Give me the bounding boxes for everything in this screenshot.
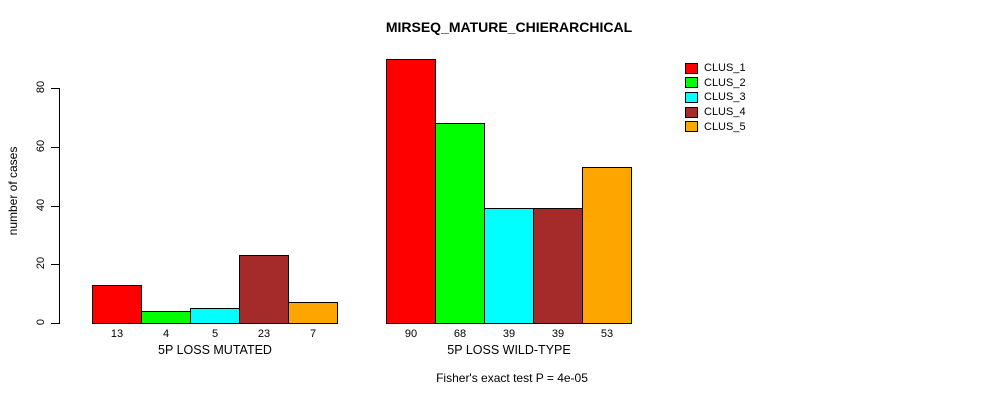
legend-label: CLUS_2 (704, 76, 746, 89)
bar-value-label: 68 (453, 328, 467, 340)
bar-value-label: 90 (404, 328, 418, 340)
bar-value-label: 39 (551, 328, 565, 340)
legend-label: CLUS_4 (704, 106, 746, 119)
footnote-text: Fisher's exact test P = 4e-05 (436, 371, 588, 385)
legend-item-clus_3: CLUS_3 (685, 90, 746, 105)
legend-swatch-clus_3 (685, 91, 698, 103)
y-axis-line (59, 88, 60, 324)
bar-clus_1 (92, 285, 142, 324)
y-axis-tick-label: 60 (35, 139, 47, 152)
bar-clus_5 (288, 302, 338, 324)
x-axis-group-label: 5P LOSS MUTATED (158, 343, 272, 357)
y-axis-tick (51, 264, 59, 266)
bar-value-label: 53 (600, 328, 614, 340)
legend-item-clus_1: CLUS_1 (685, 61, 746, 76)
legend-label: CLUS_5 (704, 120, 746, 133)
legend: CLUS_1 CLUS_2 CLUS_3 CLUS_4 CLUS_5 (685, 61, 746, 134)
bar-clus_1 (386, 59, 436, 324)
legend-swatch-clus_4 (685, 106, 698, 118)
legend-swatch-clus_1 (685, 62, 698, 74)
legend-swatch-clus_5 (685, 121, 698, 133)
bar-value-label: 39 (502, 328, 516, 340)
legend-item-clus_5: CLUS_5 (685, 119, 746, 134)
y-axis-tick-label: 80 (35, 80, 47, 94)
y-axis-tick (51, 146, 59, 148)
y-axis-title: number of cases (6, 146, 20, 236)
legend-item-clus_4: CLUS_4 (685, 105, 746, 120)
chart-title: MIRSEQ_MATURE_CHIERARCHICAL (385, 19, 633, 35)
bar-clus_2 (141, 311, 191, 324)
bar-value-label: 13 (110, 328, 124, 340)
bar-value-label: 4 (162, 328, 170, 340)
y-axis-tick (51, 88, 59, 89)
y-axis-tick (51, 205, 59, 207)
y-axis-tick (51, 323, 59, 324)
y-axis-tick-label: 20 (35, 257, 47, 270)
legend-label: CLUS_3 (704, 91, 746, 104)
bar-clus_5 (582, 167, 632, 324)
bar-clus_3 (190, 308, 240, 324)
legend-swatch-clus_2 (685, 77, 698, 89)
bar-clus_4 (239, 255, 289, 324)
bar-value-label: 5 (211, 328, 219, 340)
bar-clus_3 (484, 208, 534, 324)
bar-value-label: 7 (309, 328, 317, 340)
y-axis-tick-label: 0 (35, 318, 47, 326)
bar-clus_2 (435, 123, 485, 324)
legend-label: CLUS_1 (704, 62, 746, 75)
legend-item-clus_2: CLUS_2 (685, 76, 746, 91)
y-axis-tick-label: 40 (35, 198, 47, 211)
x-axis-group-label: 5P LOSS WILD-TYPE (447, 343, 571, 357)
bar-value-label: 23 (257, 328, 271, 340)
bar-clus_4 (533, 208, 583, 324)
